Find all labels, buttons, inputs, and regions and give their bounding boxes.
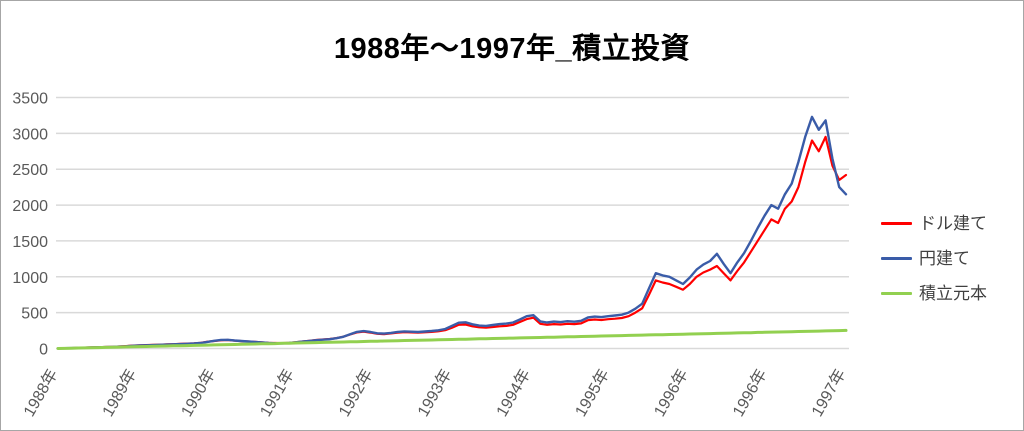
- legend-label-principal: 積立元本: [919, 284, 987, 303]
- y-axis-tick-label: 500: [21, 306, 48, 323]
- legend-label-yen: 円建て: [919, 249, 970, 268]
- yen-series-swatch-icon: [881, 257, 912, 260]
- x-axis-tick-label: 1992年: [335, 366, 376, 420]
- principal-series-line: [56, 328, 848, 350]
- x-axis-tick-label: 1997年: [808, 366, 849, 420]
- x-axis-tick-label: 1989年: [99, 366, 140, 420]
- x-axis-tick-label: 1993年: [414, 366, 455, 420]
- y-axis-tick-label: 1000: [12, 270, 48, 287]
- dollar-series-swatch-icon: [881, 222, 912, 225]
- y-axis-tick-label: 3500: [12, 91, 48, 108]
- x-axis-tick-label: 1995年: [572, 366, 613, 420]
- y-axis-tick-label: 0: [39, 342, 48, 359]
- chart-legend: ドル建て 円建て 積立元本: [881, 206, 1021, 311]
- legend-label-dollar: ドル建て: [919, 214, 987, 233]
- x-axis-tick-label: 1991年: [256, 366, 297, 420]
- yen-series-line: [56, 115, 848, 350]
- legend-item-dollar: ドル建て: [881, 206, 1021, 241]
- x-axis-tick-label: 1994年: [493, 366, 534, 420]
- legend-item-principal: 積立元本: [881, 276, 1021, 311]
- legend-item-yen: 円建て: [881, 241, 1021, 276]
- chart-title: 1988年～1997年_積立投資: [333, 33, 691, 65]
- x-axis-tick-label: 1988年: [20, 366, 61, 420]
- y-axis-tick-label: 2500: [12, 162, 48, 179]
- principal-series-swatch-icon: [881, 292, 912, 295]
- y-axis-tick-label: 3000: [12, 126, 48, 143]
- x-axis-tick-label: 1996年: [650, 366, 691, 420]
- y-axis-tick-label: 1500: [12, 234, 48, 251]
- x-axis-tick-label: 1990年: [178, 366, 219, 420]
- y-axis-tick-label: 2000: [12, 198, 48, 215]
- x-axis-tick-label: 1996年: [729, 366, 770, 420]
